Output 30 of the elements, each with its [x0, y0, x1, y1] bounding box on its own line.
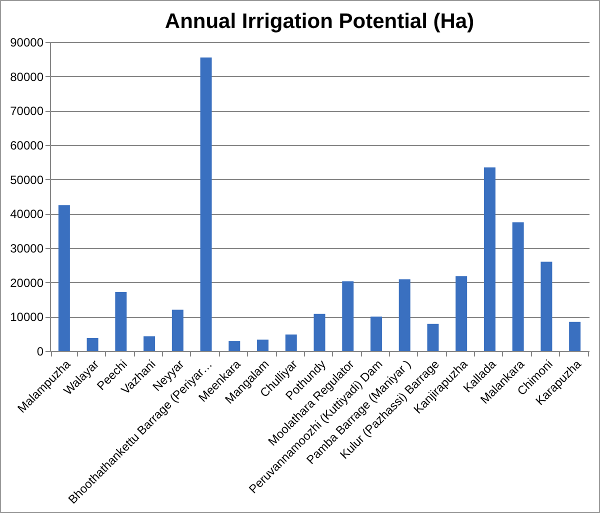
bar [484, 167, 496, 351]
bar [257, 340, 269, 351]
bar [58, 205, 70, 351]
y-tick-label: 60000 [10, 138, 44, 152]
y-tick-label: 80000 [10, 70, 44, 84]
y-tick-label: 10000 [10, 310, 44, 324]
bar [370, 316, 382, 351]
y-tick-label: 50000 [10, 172, 44, 187]
bar [115, 292, 127, 351]
y-tick-label: 20000 [10, 276, 44, 290]
y-tick-label: 90000 [10, 36, 44, 50]
bar [144, 336, 156, 351]
bar [86, 338, 98, 351]
bar [512, 222, 524, 351]
y-tick-label: 0 [36, 344, 44, 358]
bar [285, 334, 297, 351]
bar [342, 281, 354, 351]
bar [200, 57, 212, 351]
y-tick-label: 30000 [10, 242, 44, 256]
bar [569, 322, 581, 351]
y-tick-label: 40000 [10, 207, 44, 222]
bar [540, 262, 552, 351]
bar [228, 341, 240, 351]
bar [172, 310, 184, 351]
chart-title: Annual Irrigation Potential (Ha) [164, 10, 474, 33]
bar [456, 276, 468, 351]
bar [398, 279, 410, 351]
bar [427, 324, 439, 351]
y-tick-label: 70000 [10, 104, 44, 118]
bar [314, 314, 326, 351]
